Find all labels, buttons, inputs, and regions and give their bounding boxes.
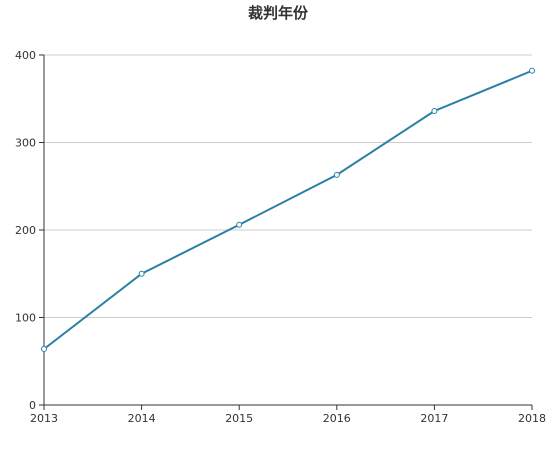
x-tick-label: 2014: [128, 412, 156, 425]
x-tick-label: 2016: [323, 412, 351, 425]
series-line: [43, 69, 533, 350]
axes: [39, 54, 533, 410]
gridlines: [44, 54, 532, 318]
data-point: [138, 270, 145, 277]
x-tick-label: 2013: [30, 412, 58, 425]
tick-labels: 0 100 200 300 400 2013 2014 2015 2016 2017 2018: [15, 49, 546, 425]
y-tick-label: 200: [15, 224, 36, 237]
y-tick-label: 100: [15, 312, 36, 325]
data-point: [529, 67, 535, 74]
data-point: [431, 108, 438, 114]
data-point: [333, 171, 340, 178]
x-tick-label: 2015: [225, 412, 253, 425]
data-point: [236, 221, 243, 228]
x-tick-label: 2018: [518, 412, 546, 425]
y-tick-label: 400: [15, 49, 36, 62]
data-point: [41, 346, 47, 352]
chart-title: 裁判年份: [247, 4, 308, 22]
y-tick-label: 0: [29, 399, 36, 412]
y-tick-label: 300: [15, 137, 36, 150]
x-tick-label: 2017: [420, 412, 448, 425]
series-layer: [41, 67, 535, 352]
